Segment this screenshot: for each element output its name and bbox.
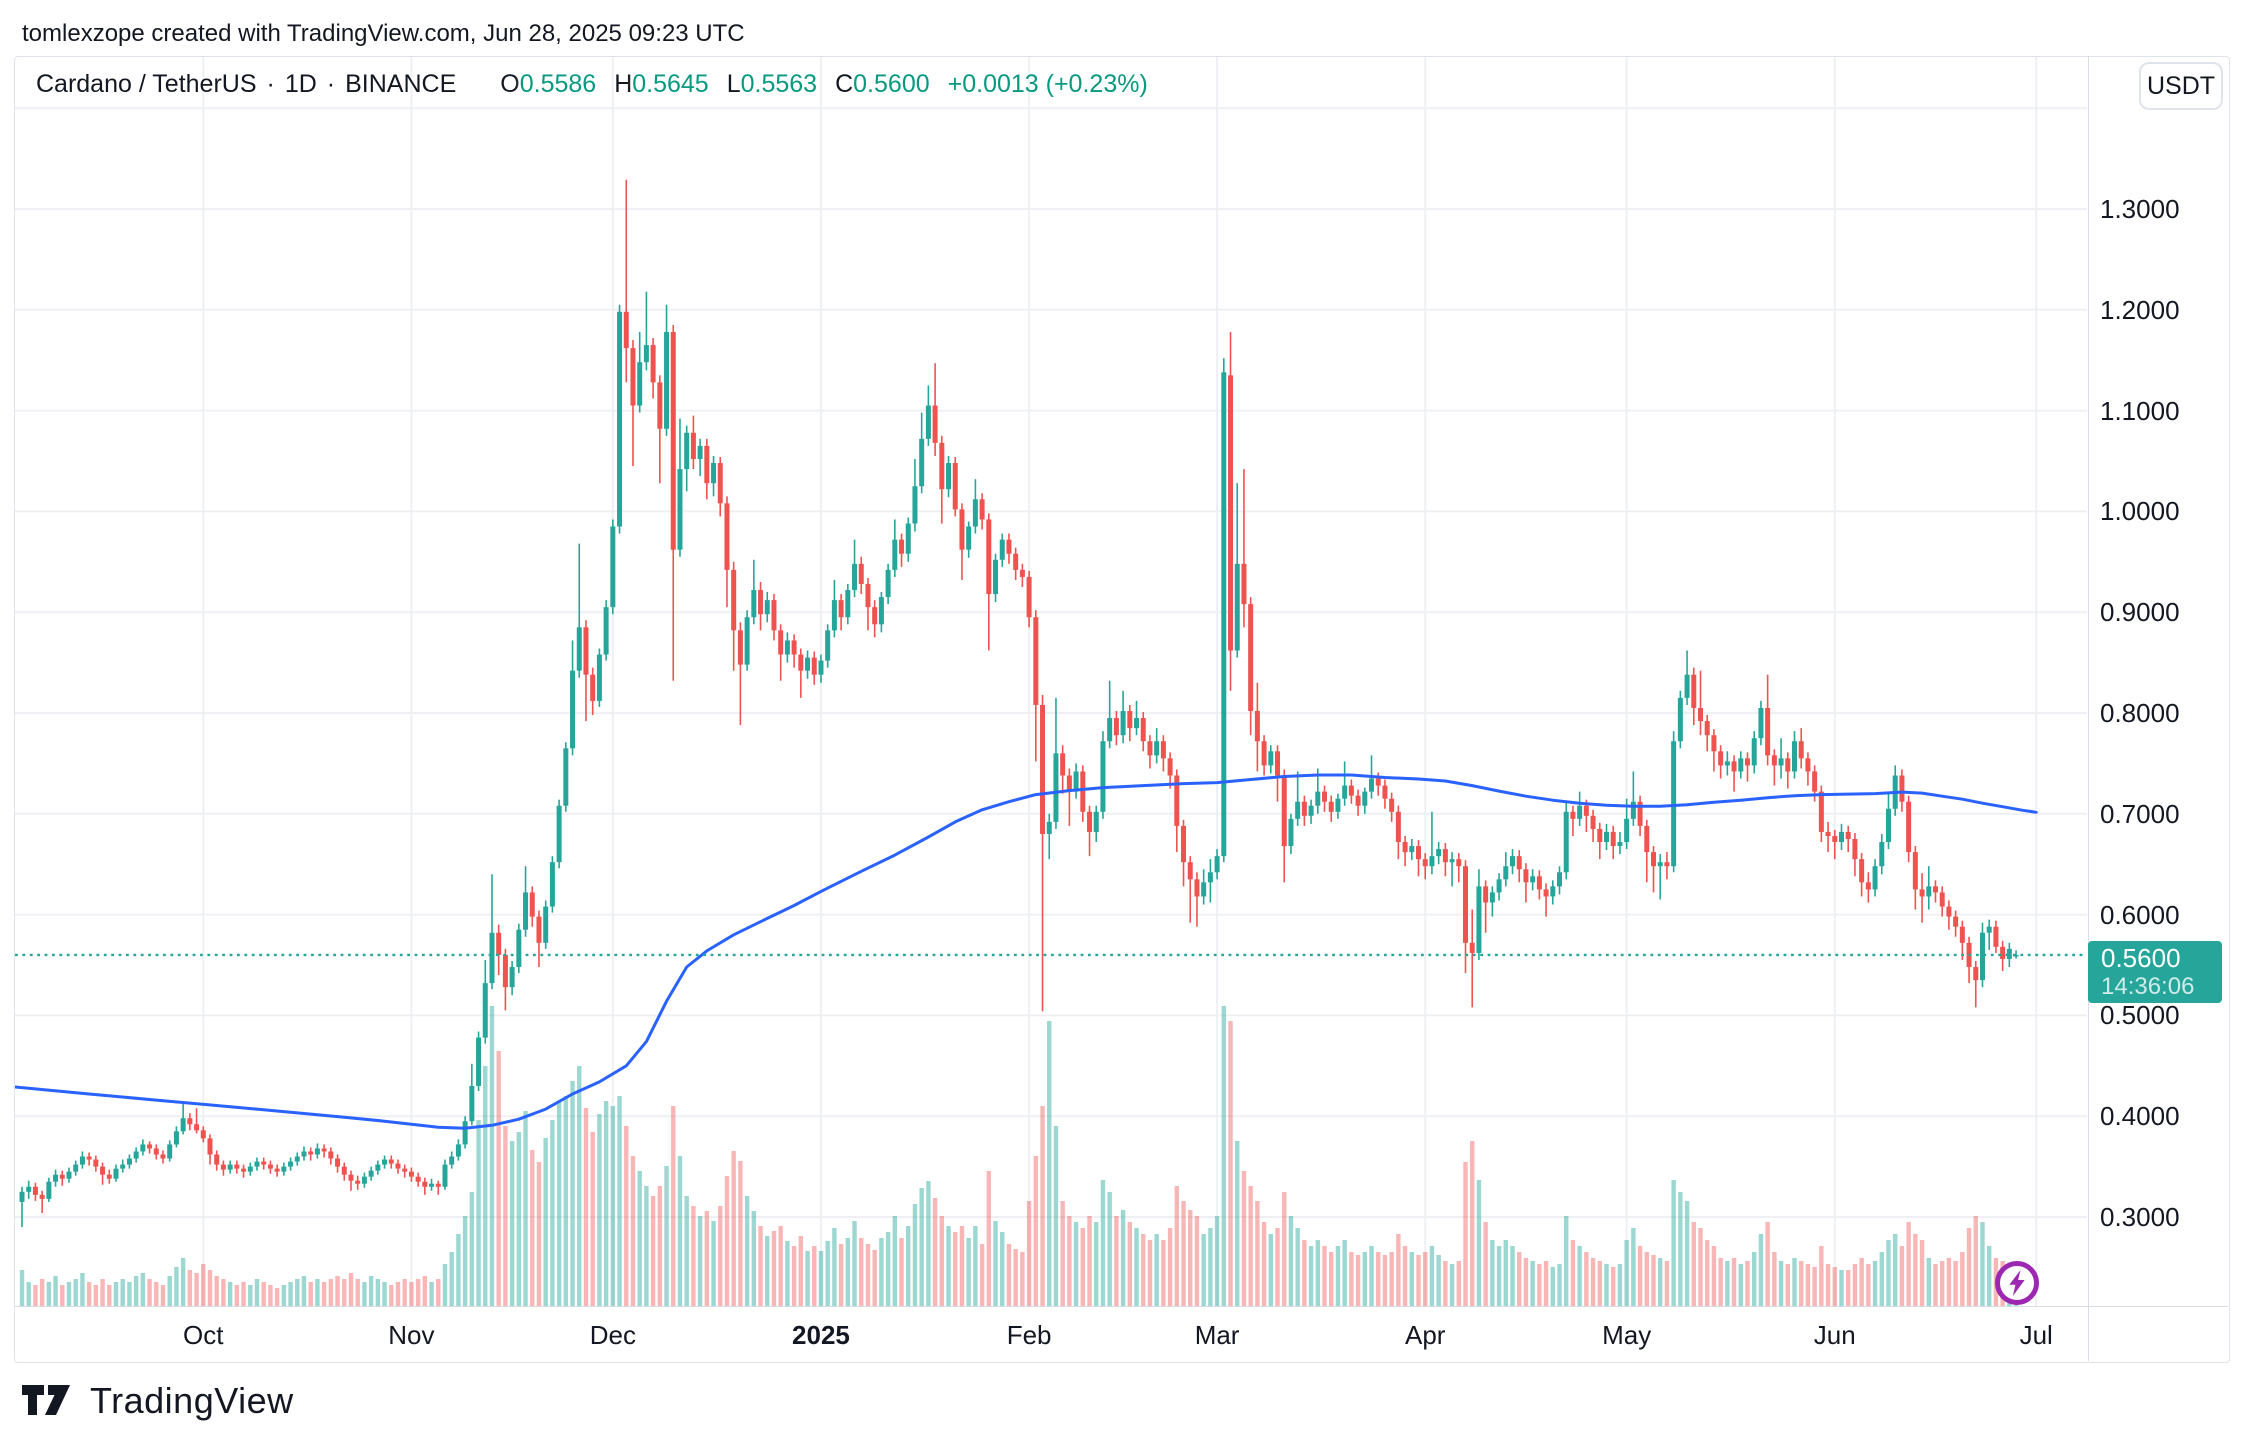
change-value: +0.0013 (+0.23%) [947, 70, 1148, 98]
high-value: 0.5645 [632, 70, 709, 98]
time-tick-label: Oct [183, 1320, 224, 1350]
time-axis-separator [14, 1306, 2228, 1307]
legend-symbol[interactable]: Cardano / TetherUS [36, 70, 257, 98]
legend-separator: · [266, 70, 275, 98]
price-tick-label: 0.8000 [2100, 698, 2180, 728]
time-tick-label: Nov [388, 1320, 435, 1350]
bar-countdown: 14:36:06 [2101, 972, 2195, 1000]
price-tick-label: 0.5000 [2100, 1000, 2180, 1031]
time-tick-label: Jul [2019, 1320, 2053, 1350]
high-label: H [614, 70, 633, 98]
close-value: 0.5600 [853, 70, 930, 98]
volume-bars [19, 1006, 2019, 1306]
tradingview-wordmark: TradingView [90, 1380, 294, 1421]
attribution-text: tomlexzope created with TradingView.com,… [22, 20, 745, 47]
tradingview-glyph-icon [22, 1385, 70, 1415]
low-label: L [726, 70, 741, 98]
grid-lines [15, 56, 2087, 1306]
price-tick-label: 1.1000 [2100, 395, 2180, 426]
open-value: 0.5586 [519, 70, 597, 98]
legend-exchange: BINANCE [345, 70, 457, 98]
time-tick-label: Apr [1404, 1320, 1446, 1350]
price-tick-label: 0.7000 [2100, 798, 2180, 829]
price-tick-label: 0.6000 [2100, 899, 2180, 930]
legend-separator: · [326, 70, 336, 98]
price-tick-label: 1.3000 [2100, 194, 2180, 224]
price-tick-label: 1.0000 [2100, 496, 2180, 527]
moving-average-line [13, 773, 2038, 1130]
currency-unit-button[interactable]: USDT [2139, 62, 2223, 110]
legend-interval[interactable]: 1D [284, 70, 317, 98]
lightning-bolt-icon [2009, 1270, 2025, 1296]
price-tick-label: 0.9000 [2100, 597, 2180, 628]
boost-button[interactable] [1995, 1261, 2039, 1305]
candlesticks [19, 179, 2019, 1228]
time-tick-label: 2025 [792, 1320, 850, 1350]
time-tick-label: Feb [1006, 1320, 1052, 1350]
open-label: O [500, 70, 520, 98]
tradingview-logo[interactable]: TradingView [22, 1380, 294, 1422]
price-axis-separator [2088, 56, 2089, 1361]
price-tick-label: 0.4000 [2100, 1101, 2180, 1132]
time-tick-label: Mar [1194, 1320, 1240, 1350]
low-value: 0.5563 [740, 70, 818, 98]
time-tick-label: Jun [1813, 1320, 1856, 1350]
price-tick-label: 0.3000 [2100, 1202, 2180, 1232]
symbol-legend[interactable]: Cardano / TetherUS · 1D · BINANCE O0.5586 H0.5… [36, 70, 1148, 99]
time-tick-label: May [1602, 1320, 1652, 1350]
last-price-value: 0.5600 [2101, 942, 2181, 973]
currency-unit-label: USDT [2146, 71, 2216, 100]
price-tick-label: 1.2000 [2100, 294, 2180, 325]
time-tick-label: Dec [589, 1320, 636, 1350]
last-price-badge: 0.5600 14:36:06 [2088, 940, 2222, 1003]
close-label: C [835, 70, 854, 98]
